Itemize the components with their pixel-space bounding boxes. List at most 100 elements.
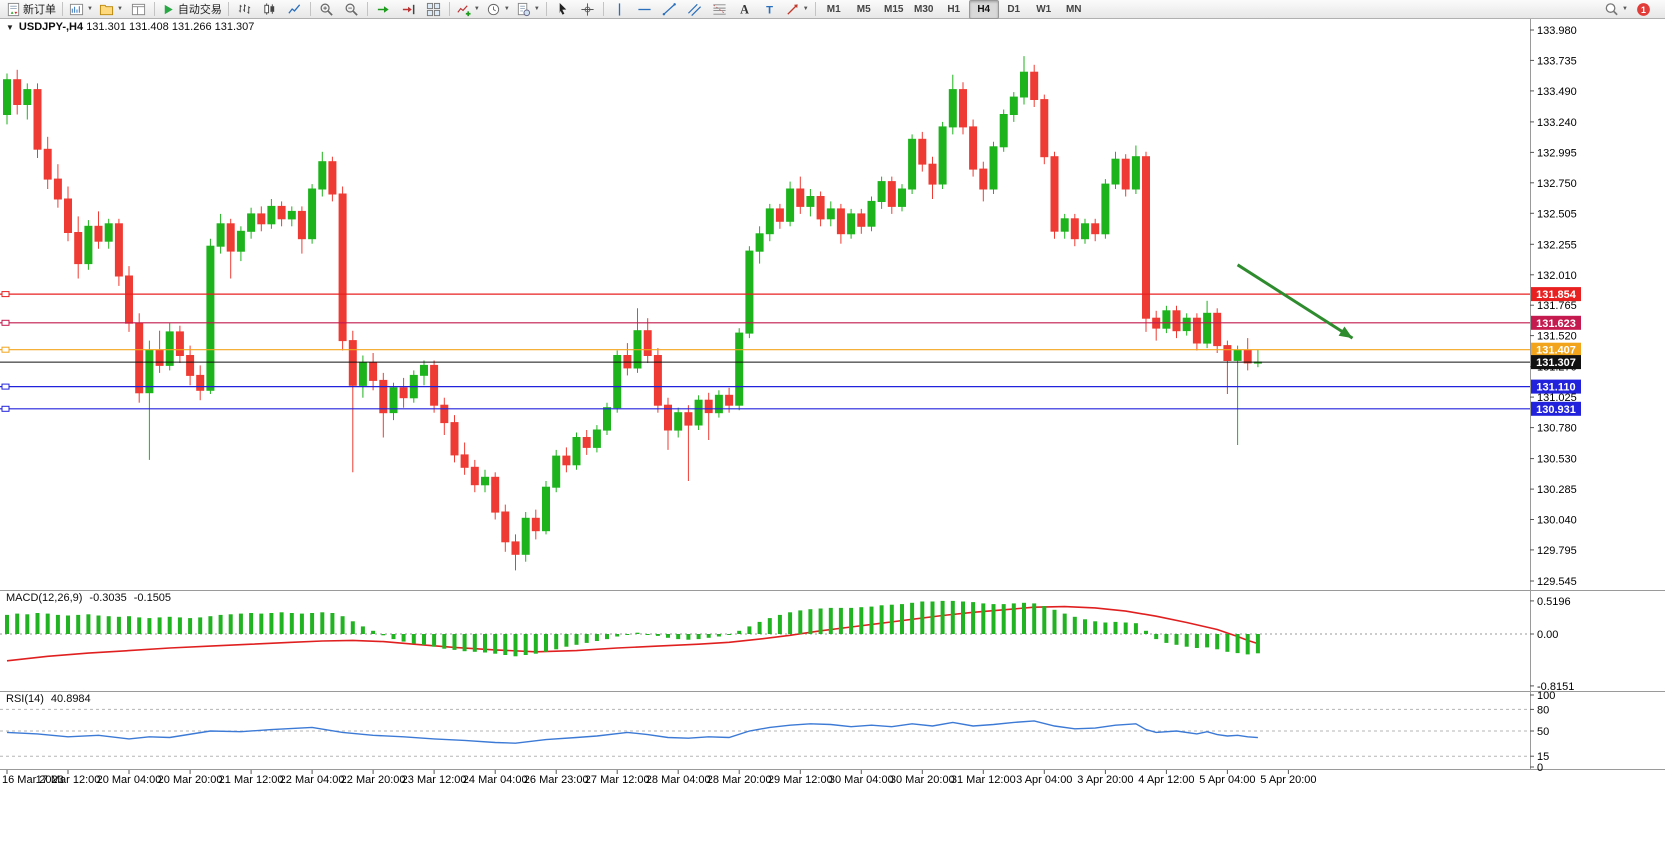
rsi-panel <box>0 708 1530 757</box>
bar-chart-button[interactable] <box>232 0 257 19</box>
timeframe-w1-button[interactable]: W1 <box>1036 3 1052 15</box>
svg-text:-0.8151: -0.8151 <box>1537 681 1574 693</box>
dropdown-caret-icon: ▼ <box>503 6 510 12</box>
toolbar-separator <box>153 2 155 16</box>
search-icon <box>1605 2 1618 15</box>
svg-text:131.025: 131.025 <box>1537 392 1577 404</box>
svg-text:29 Mar 12:00: 29 Mar 12:00 <box>768 774 833 786</box>
svg-text:3 Apr 20:00: 3 Apr 20:00 <box>1077 774 1133 786</box>
svg-text:T: T <box>766 4 773 16</box>
svg-text:130.040: 130.040 <box>1537 515 1577 527</box>
candlestick-icon <box>264 2 275 15</box>
svg-text:0.5196: 0.5196 <box>1537 596 1571 608</box>
equidistant-channel-button[interactable] <box>682 0 707 19</box>
timeframe-h1-button[interactable]: H1 <box>947 3 961 15</box>
periods-button[interactable]: ▼ <box>483 0 513 19</box>
svg-text:21 Mar 12:00: 21 Mar 12:00 <box>219 774 284 786</box>
svg-text:131.407: 131.407 <box>1536 345 1576 357</box>
dropdown-caret-icon: ▼ <box>802 6 809 12</box>
toolbar-separator <box>62 2 63 16</box>
toolbar-left-groups: 新订单 ▼ ▼ 自动交易 ▼ ▼ ▼ A T ▼ M1 M5 M15 M30 H1 H4 D1 W1 MN <box>3 0 1089 19</box>
toolbar-separator <box>448 2 450 16</box>
auto-scroll-button[interactable] <box>371 0 396 19</box>
svg-text:22 Mar 20:00: 22 Mar 20:00 <box>341 774 406 786</box>
svg-text:20 Mar 04:00: 20 Mar 04:00 <box>97 774 162 786</box>
notification-icon: 1 <box>1637 2 1650 16</box>
macd-main-value: -0.3035 <box>89 592 127 604</box>
new-order-button[interactable]: 新订单 <box>3 0 59 19</box>
chart-shift-button[interactable] <box>396 0 421 19</box>
svg-text:130.931: 130.931 <box>1536 404 1576 416</box>
timeframe-mn-button[interactable]: MN <box>1065 3 1082 15</box>
timeframe-h4-button[interactable]: H4 <box>968 0 999 19</box>
support-resistance-lines[interactable] <box>0 291 1530 412</box>
timeframe-m15-button[interactable]: M15 <box>883 3 904 15</box>
profiles-button[interactable]: ▼ <box>96 0 126 19</box>
line-chart-button[interactable] <box>282 0 307 19</box>
dropdown-caret-icon: ▼ <box>533 6 540 12</box>
cursor-icon <box>559 2 567 15</box>
rsi-indicator-header: RSI(14) 40.8984 <box>6 693 91 705</box>
one-click-trading-toggle[interactable]: ▼ <box>6 23 14 32</box>
autotrading-button[interactable]: 自动交易 <box>158 0 225 19</box>
zoom-in-icon <box>320 3 333 16</box>
dropdown-caret-icon: ▼ <box>116 6 123 12</box>
toolbar-right-group: ▼ 1 <box>1601 0 1662 19</box>
cursor-button[interactable] <box>550 0 575 19</box>
arrow-tool-icon <box>787 3 798 15</box>
data-window-button[interactable] <box>126 0 151 19</box>
crosshair-button[interactable] <box>575 0 600 19</box>
svg-text:0.00: 0.00 <box>1537 629 1558 641</box>
auto-scroll-icon <box>377 5 389 13</box>
dropdown-caret-icon: ▼ <box>1622 6 1628 12</box>
zoom-out-button[interactable] <box>339 0 364 19</box>
tile-windows-button[interactable] <box>421 0 446 19</box>
rsi-value: 40.8984 <box>50 693 91 705</box>
vertical-line-button[interactable] <box>607 0 632 19</box>
timeframe-m1-button[interactable]: M1 <box>826 3 841 15</box>
indicators-button[interactable]: ▼ <box>453 0 483 19</box>
zoom-in-button[interactable] <box>314 0 339 19</box>
label-button[interactable]: T <box>757 0 782 19</box>
timeframe-m5-button[interactable]: M5 <box>856 3 871 15</box>
new-chart-icon <box>69 3 84 15</box>
fibonacci-icon <box>712 3 726 15</box>
timeframe-d1-button[interactable]: D1 <box>1007 3 1021 15</box>
zoom-out-icon <box>345 3 358 16</box>
macd-indicator-header: MACD(12,26,9) -0.3035 -0.1505 <box>6 592 171 604</box>
svg-text:132.010: 132.010 <box>1537 270 1577 282</box>
line-chart-icon <box>288 3 301 14</box>
svg-text:23 Mar 12:00: 23 Mar 12:00 <box>402 774 467 786</box>
trendline-button[interactable] <box>657 0 682 19</box>
svg-text:28 Mar 20:00: 28 Mar 20:00 <box>707 774 772 786</box>
notification-button[interactable]: 1 <box>1631 0 1656 19</box>
svg-text:20 Mar 20:00: 20 Mar 20:00 <box>158 774 223 786</box>
arrows-button[interactable]: ▼ <box>782 0 812 19</box>
trend-arrow-annotation[interactable] <box>1236 263 1354 340</box>
fibonacci-button[interactable] <box>707 0 732 19</box>
rsi-indicator-label: RSI(14) <box>6 693 44 705</box>
timeframe-m30-button[interactable]: M30 <box>913 3 934 15</box>
toolbar-separator <box>545 2 547 16</box>
svg-text:131.623: 131.623 <box>1536 318 1576 330</box>
svg-text:22 Mar 04:00: 22 Mar 04:00 <box>280 774 345 786</box>
search-button[interactable]: ▼ <box>1601 0 1631 19</box>
svg-text:132.505: 132.505 <box>1537 208 1577 220</box>
price-scale[interactable]: 133.980 133.735 133.490 133.240 132.995 132.7… <box>1530 25 1581 588</box>
data-window-icon <box>131 3 145 15</box>
macd-signal-value: -0.1505 <box>133 592 172 604</box>
svg-text:27 Mar 12:00: 27 Mar 12:00 <box>585 774 650 786</box>
svg-text:5 Apr 20:00: 5 Apr 20:00 <box>1260 774 1316 786</box>
svg-text:131.110: 131.110 <box>1536 382 1575 394</box>
horizontal-line-button[interactable] <box>632 0 657 19</box>
new-chart-button[interactable]: ▼ <box>66 0 96 19</box>
templates-button[interactable]: ▼ <box>513 0 543 19</box>
text-button[interactable]: A <box>732 0 757 19</box>
toolbar: 新订单 ▼ ▼ 自动交易 ▼ ▼ ▼ A T ▼ M1 M5 M15 M30 H1 H4 D1 W1 MN ▼ 1 <box>0 0 1665 19</box>
candlestick-button[interactable] <box>257 0 282 19</box>
toolbar-separator <box>602 2 604 16</box>
svg-text:130.530: 130.530 <box>1537 454 1577 466</box>
